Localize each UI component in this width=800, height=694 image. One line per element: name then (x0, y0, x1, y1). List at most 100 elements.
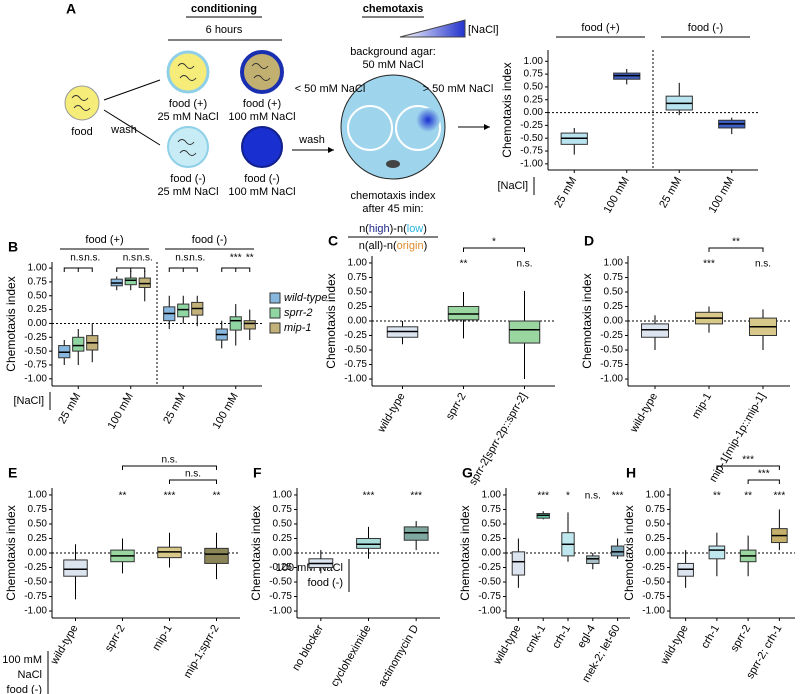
y-tick-label: -0.50 (478, 577, 501, 588)
significance: ** (119, 491, 127, 502)
low-side-label: < 50 mM NaCl (295, 83, 366, 95)
significance: *** (774, 491, 786, 502)
y-tick-label: 1.00 (482, 490, 502, 501)
y-tick-label: 0.00 (28, 318, 48, 329)
y-tick-label: -1.00 (600, 374, 623, 385)
group-label: food (+) (85, 234, 123, 246)
significance: * (566, 491, 570, 502)
y-tick-label: 0.00 (604, 316, 624, 327)
y-tick-label: -0.75 (344, 359, 367, 370)
conditioning-title: conditioning (191, 3, 257, 15)
index-caption: chemotaxis index (351, 190, 436, 202)
y-tick-label: -0.75 (642, 591, 665, 602)
formula-part: ) (424, 240, 428, 252)
significance: n.s. (70, 253, 86, 264)
x-tick-label: 25 mM (56, 391, 83, 426)
significance: *** (164, 491, 176, 502)
y-tick-label: 0.00 (646, 548, 666, 559)
box (447, 305, 480, 321)
high-spot (395, 105, 441, 151)
schematic: A conditioning 6 hours food wash food (+… (64, 1, 499, 252)
y-tick-label: 0.00 (482, 548, 502, 559)
salt-spot (416, 108, 440, 132)
formula-part: origin (397, 240, 424, 252)
x-tick-label: 100 mM (707, 175, 737, 215)
comparison-label: *** (758, 469, 770, 480)
panel-letter: F (253, 465, 262, 481)
x-tick-label: 100 mM (211, 391, 241, 431)
formula-part: n( (359, 223, 369, 235)
box (204, 547, 229, 564)
arrowhead (328, 147, 334, 153)
x-tick-label: cmk-1 (523, 623, 548, 655)
group-label: food (-) (688, 22, 723, 34)
y-tick-label: 1.00 (273, 490, 293, 501)
x-axis-label: 100 mM (2, 654, 42, 666)
y-tick-label: -0.75 (520, 146, 543, 157)
y-tick-label: -1.00 (520, 158, 543, 169)
legend-swatch (269, 307, 281, 319)
x-tick-label: sprr-2 (444, 391, 469, 422)
y-tick-label: -0.50 (24, 577, 47, 588)
comparison-bracket (169, 479, 217, 484)
y-tick-label: 1.00 (348, 258, 368, 269)
y-tick-label: 1.00 (524, 56, 544, 67)
significance: *** (230, 253, 242, 264)
legend-label: sprr-2 (284, 307, 313, 319)
x-tick-label: crh-1 (550, 623, 573, 651)
y-tick-label: 0.75 (604, 272, 624, 283)
y-tick-label: 0.50 (604, 287, 624, 298)
x-tick-label: egl-4 (575, 623, 598, 650)
significance-bracket (116, 267, 146, 272)
x-tick-label: 25 mM (552, 175, 579, 210)
plate (167, 126, 209, 168)
y-axis-label: Chemotaxis index (249, 505, 263, 600)
significance: n.s. (585, 491, 601, 502)
x-tick-label: sprr-2 (728, 623, 753, 654)
box (124, 277, 137, 286)
index-caption: after 45 min: (362, 203, 423, 215)
box (229, 316, 242, 331)
y-tick-label: 1.00 (28, 490, 48, 501)
x-axis-label: NaCl (18, 669, 42, 681)
significance: *** (363, 491, 375, 502)
y-axis-label: Chemotaxis index (4, 276, 18, 371)
box (508, 320, 541, 344)
comparison-label: *** (742, 455, 754, 466)
legend-swatch (269, 292, 281, 304)
y-axis-label: Chemotaxis index (324, 273, 338, 368)
start-plate-label: food (71, 126, 92, 138)
panel-letter: D (584, 233, 594, 249)
y-tick-label: 0.75 (482, 504, 502, 515)
arrow (103, 79, 161, 101)
y-tick-label: 0.75 (273, 504, 293, 515)
significance: *** (537, 491, 549, 502)
numerator: n(high)-n(low) (359, 223, 427, 235)
formula-part: high (369, 223, 390, 235)
y-tick-label: 0.75 (524, 69, 544, 80)
chemotaxis-title: chemotaxis (363, 3, 424, 15)
y-tick-label: 1.00 (604, 258, 624, 269)
y-tick-label: 0.25 (28, 533, 48, 544)
x-tick-label: mip-1;sprr-2 (182, 623, 222, 680)
plate-food: food (+) (243, 98, 281, 110)
box (708, 545, 726, 560)
y-axis-label: Chemotaxis index (458, 505, 472, 600)
x-tick-label: wild-type (628, 391, 661, 435)
y-tick-label: 0.75 (646, 504, 666, 515)
x-tick-label: 100 mM (602, 175, 632, 215)
plate-nacl: 25 mM NaCl (157, 186, 218, 198)
formula-part: n(all)-n( (359, 240, 397, 252)
y-tick-label: 0.50 (28, 290, 48, 301)
comparison-bracket (708, 247, 764, 252)
box (72, 336, 85, 352)
y-tick-label: -1.00 (344, 374, 367, 385)
background-label: 50 mM NaCl (362, 59, 423, 71)
x-axis-label: food (-) (7, 684, 42, 694)
plate-nacl: 100 mM NaCl (228, 186, 295, 198)
plate (240, 50, 284, 94)
comparison-bracket (716, 465, 780, 470)
y-tick-label: -0.50 (600, 345, 623, 356)
y-tick-label: -0.50 (520, 133, 543, 144)
x-axis-label: food (-) (308, 577, 343, 589)
